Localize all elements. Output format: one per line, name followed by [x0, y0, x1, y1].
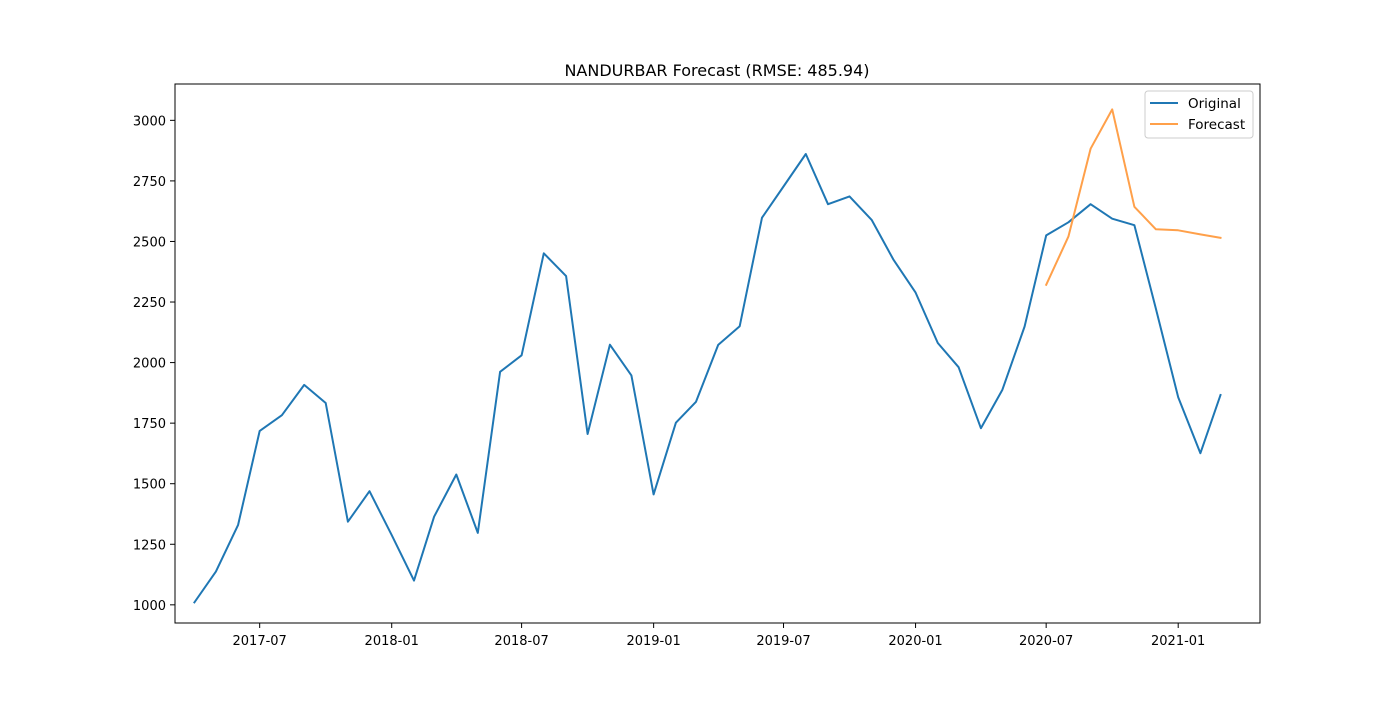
y-tick-label: 2500: [133, 235, 166, 250]
legend-label-original: Original: [1188, 96, 1241, 112]
x-axis: 2017-07 2018-01 2018-07 2019-01 2019-07 2020-…: [233, 623, 1205, 649]
x-tick-label: 2019-07: [756, 634, 810, 649]
chart-title: NANDURBAR Forecast (RMSE: 485.94): [564, 61, 869, 80]
series-line-original: [193, 153, 1222, 604]
y-tick-label: 1250: [133, 538, 166, 553]
x-tick-label: 2020-07: [1019, 634, 1073, 649]
plot-area-frame: [174, 83, 1261, 624]
x-tick-label: 2021-01: [1151, 634, 1205, 649]
x-tick-label: 2018-07: [494, 634, 548, 649]
y-tick-label: 2000: [133, 357, 166, 372]
x-tick-label: 2020-01: [888, 634, 942, 649]
y-tick-label: 1750: [133, 417, 166, 432]
series-layer: [193, 108, 1222, 604]
y-tick-label: 2750: [133, 175, 166, 190]
series-line-forecast: [1044, 108, 1222, 287]
y-tick-label: 2250: [133, 296, 166, 311]
y-tick-label: 1500: [133, 478, 166, 493]
y-tick-label: 3000: [133, 114, 166, 129]
legend-label-forecast: Forecast: [1188, 117, 1245, 133]
x-tick-label: 2018-01: [365, 634, 419, 649]
y-tick-label: 1000: [133, 599, 166, 614]
x-tick-label: 2019-01: [626, 634, 680, 649]
y-axis: 1000 1250 1500 1750 2000 2250 2500 2750 3000: [133, 114, 175, 614]
x-tick-label: 2017-07: [233, 634, 287, 649]
chart-legend: Original Forecast: [1144, 90, 1254, 139]
